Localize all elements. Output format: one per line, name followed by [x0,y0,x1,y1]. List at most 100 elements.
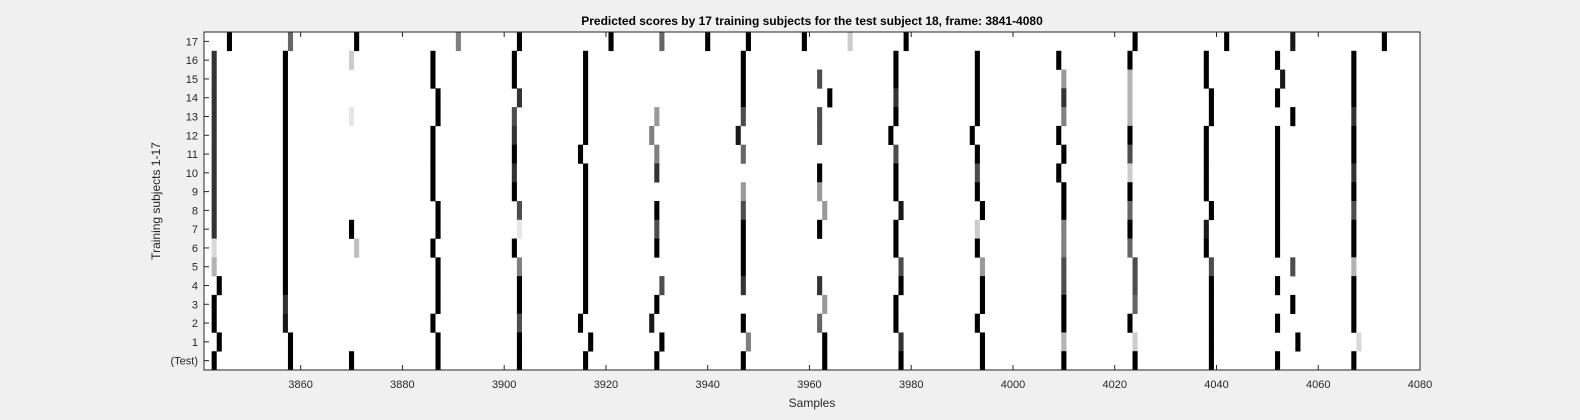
heatmap-cell [740,351,746,371]
heatmap-cell [1275,238,1281,258]
heatmap-cell [740,107,746,127]
heatmap-cell [974,50,980,70]
heatmap-cell [435,294,441,314]
heatmap-cell [659,32,665,52]
x-tick-label: 3880 [390,379,414,391]
heatmap-cell [282,219,288,239]
heatmap-cell [1056,50,1062,70]
heatmap-cell [893,107,899,127]
heatmap-cell [979,294,985,314]
x-tick-label: 3900 [492,379,516,391]
x-tick-label: 3940 [695,379,719,391]
heatmap-cell [516,332,522,352]
heatmap-cell [1208,351,1214,371]
heatmap-cell [435,88,441,108]
heatmap-cell [511,50,517,70]
heatmap-cell [1132,332,1138,352]
heatmap-cell [974,88,980,108]
heatmap-cell [817,69,823,89]
heatmap-cell [511,238,517,258]
heatmap-cell [1208,107,1214,127]
heatmap-cell [888,125,894,145]
heatmap-cell [822,332,828,352]
heatmap-cell [287,351,294,371]
heatmap-cell [211,125,217,145]
heatmap-cell [1203,219,1209,239]
heatmap-cell [1351,69,1357,89]
heatmap-cell [817,125,823,145]
heatmap-cell [974,144,980,164]
heatmap-cell [898,332,904,352]
y-tick-label: 11 [187,149,198,161]
heatmap-cell [583,294,589,314]
heatmap-cell [583,125,589,145]
heatmap-cell [817,276,823,296]
heatmap-cell [1356,332,1362,352]
heatmap-cell [1290,294,1296,314]
heatmap-cell [349,107,355,127]
heatmap-cell [1061,88,1067,108]
y-tick-label: 2 [192,318,198,330]
heatmap-cell [745,32,751,52]
heatmap-cell [282,50,288,70]
y-tick-label: 7 [192,224,198,236]
heatmap-cell [740,144,746,164]
heatmap-cell [583,219,589,239]
plot-area [204,32,1420,370]
heatmap-cell [282,88,288,108]
heatmap-cell [282,294,288,314]
heatmap-cell [893,238,899,258]
y-tick-label: 5 [192,262,198,274]
heatmap-cell [898,257,904,277]
heatmap-cell [817,107,823,127]
heatmap-cell [583,276,589,296]
heatmap-cell [1275,219,1281,239]
heatmap-cell [822,351,828,371]
heatmap-cell [1061,69,1067,89]
heatmap-cell [1275,88,1281,108]
x-tick-label: 4020 [1102,379,1126,391]
heatmap-cell [1275,313,1281,333]
heatmap-cell [1203,125,1209,145]
heatmap-cell [740,238,746,258]
plot-frame [203,31,1421,371]
heatmap-cell [1127,163,1133,183]
heatmap-cell [1351,257,1357,277]
heatmap-cell [1127,201,1133,221]
x-tick-label: 3960 [797,379,821,391]
heatmap-cell [435,201,441,221]
heatmap-cell [516,88,522,108]
heatmap-cell [511,107,517,127]
heatmap-cell [740,313,746,333]
heatmap-cell [1208,332,1214,352]
heatmap-cell [1290,257,1296,277]
heatmap-cell [282,276,288,296]
heatmap-cell [893,163,899,183]
y-tick-label: 15 [186,74,198,86]
y-tick-label: 14 [186,93,198,105]
heatmap-cell [511,125,517,145]
heatmap-cell [211,294,217,314]
heatmap-cell [1132,294,1138,314]
heatmap-cell [211,219,217,239]
heatmap-cell [903,32,909,52]
heatmap-cell [282,163,288,183]
heatmap-cell [654,294,660,314]
heatmap-cell [898,276,904,296]
x-axis-label: Samples [789,396,836,410]
heatmap-cell [583,257,589,277]
heatmap-cell [435,219,441,239]
heatmap-cell [1275,201,1281,221]
heatmap-cell [211,313,217,333]
heatmap-cell [287,332,294,352]
heatmap-cell [1290,32,1296,52]
heatmap-cell [1061,182,1067,202]
heatmap-cell [1351,219,1357,239]
heatmap-cell [893,313,899,333]
heatmap-cell [1208,257,1214,277]
heatmap-cell [511,69,517,89]
heatmap-cell [1132,351,1138,371]
heatmap-cell [516,276,522,296]
heatmap-cell [893,144,899,164]
heatmap-cell [893,294,899,314]
